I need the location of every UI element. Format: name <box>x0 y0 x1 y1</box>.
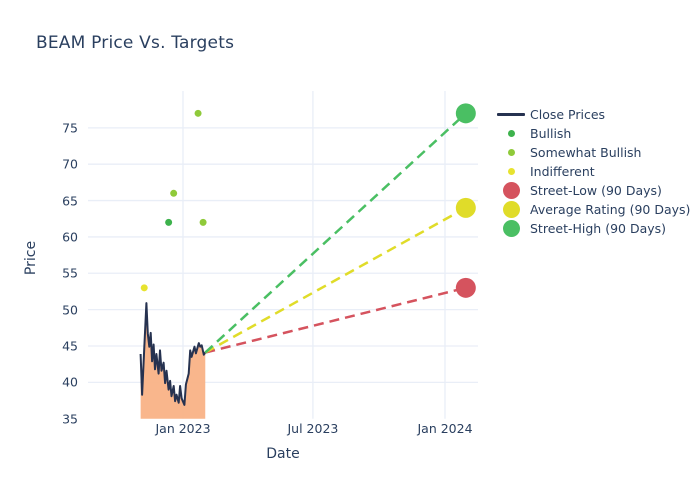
y-tick-45: 45 <box>62 338 78 354</box>
y-tick-40: 40 <box>62 374 78 390</box>
legend-item-indifferent[interactable]: Indifferent <box>492 162 690 181</box>
legend-item-bullish[interactable]: Bullish <box>492 124 690 143</box>
legend-item-average-rating-90-days[interactable]: Average Rating (90 Days) <box>492 200 690 219</box>
legend-item-label: Street-Low (90 Days) <box>530 183 662 198</box>
x-axis-title: Date <box>266 446 300 462</box>
dot-swatch-icon <box>492 130 530 137</box>
x-tick-jan-2024: Jan 2024 <box>417 421 473 436</box>
dot-swatch-icon <box>492 149 530 156</box>
rating-dot-bullish <box>165 218 173 226</box>
legend-item-street-high-90-days[interactable]: Street-High (90 Days) <box>492 219 690 238</box>
x-tick-jul-2023: Jul 2023 <box>287 421 339 436</box>
legend-item-close-prices[interactable]: Close Prices <box>492 105 690 124</box>
trend-line-street-low-90-days <box>204 286 467 354</box>
trend-line-average-rating-90-days <box>204 206 467 354</box>
legend-item-label: Somewhat Bullish <box>530 145 642 160</box>
rating-dot-somewhat-bullish <box>170 189 178 197</box>
close-prices-line <box>139 302 207 406</box>
rating-dot-somewhat-bullish <box>194 109 202 117</box>
legend-item-label: Average Rating (90 Days) <box>530 202 691 217</box>
chart-title: BEAM Price Vs. Targets <box>36 33 235 53</box>
close-prices-area <box>140 303 206 419</box>
legend-item-label: Indifferent <box>530 164 595 179</box>
legend: Close Prices Bullish Somewhat Bullish Indif… <box>492 105 690 238</box>
y-tick-60: 60 <box>62 229 78 245</box>
y-tick-75: 75 <box>62 120 78 136</box>
trend-line-street-high-90-days <box>204 112 467 354</box>
dot-swatch-icon <box>492 201 530 218</box>
legend-item-label: Street-High (90 Days) <box>530 221 667 236</box>
dot-swatch-icon <box>492 182 530 199</box>
dot-swatch-icon <box>492 168 530 175</box>
dot-swatch-icon <box>492 220 530 237</box>
target-dot-street-low-90-days <box>455 277 476 298</box>
y-tick-50: 50 <box>62 302 78 318</box>
y-tick-65: 65 <box>62 193 78 209</box>
y-tick-55: 55 <box>62 265 78 281</box>
y-tick-70: 70 <box>62 156 78 172</box>
legend-item-label: Close Prices <box>530 107 606 122</box>
legend-item-street-low-90-days[interactable]: Street-Low (90 Days) <box>492 181 690 200</box>
rating-dot-somewhat-bullish <box>199 218 207 226</box>
target-dot-street-high-90-days <box>455 103 476 124</box>
legend-item-label: Bullish <box>530 126 572 141</box>
y-tick-35: 35 <box>62 411 78 427</box>
legend-item-somewhat-bullish[interactable]: Somewhat Bullish <box>492 143 690 162</box>
line-swatch-icon <box>492 113 530 116</box>
target-dot-average-rating-90-days <box>455 197 476 218</box>
rating-dot-indifferent <box>140 284 148 292</box>
y-axis-title: Price <box>23 240 39 276</box>
x-tick-jan-2023: Jan 2023 <box>155 421 211 436</box>
